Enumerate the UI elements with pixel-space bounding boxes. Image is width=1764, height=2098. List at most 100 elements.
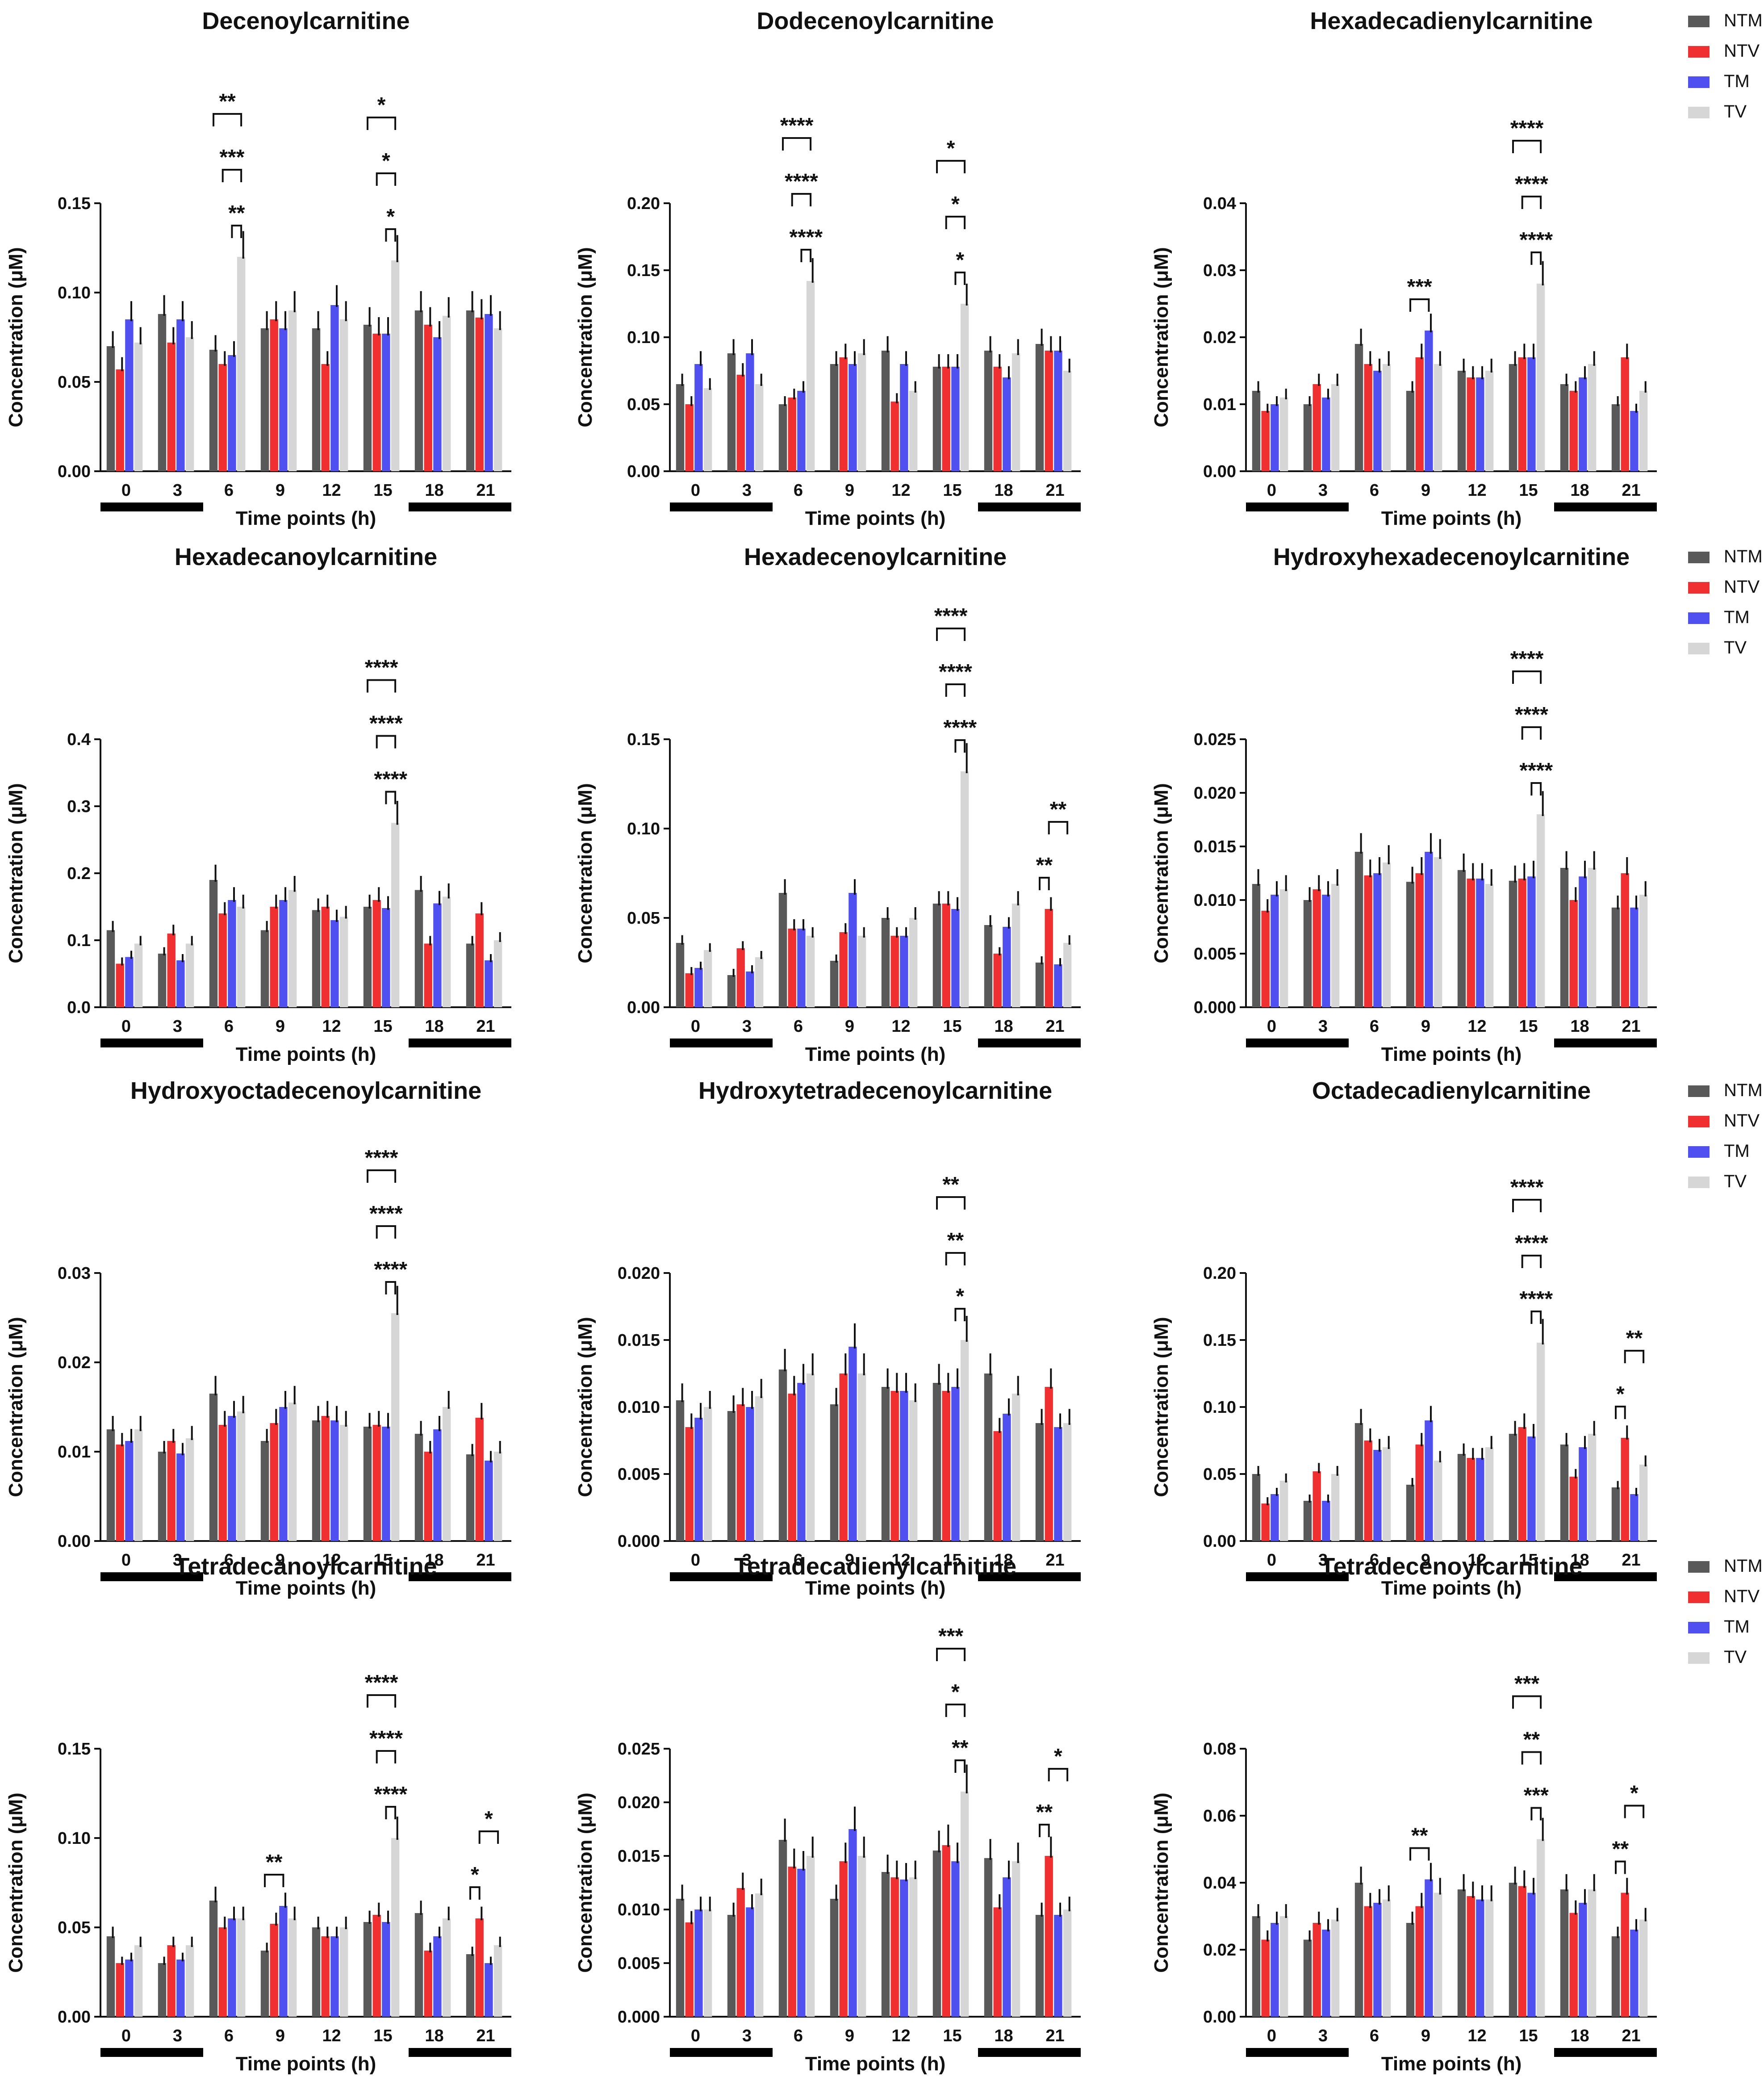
bar-TM-9	[279, 328, 288, 471]
significance-label: ****	[1515, 172, 1548, 196]
significance-bracket	[1039, 877, 1050, 890]
y-tick-label: 0.005	[618, 1954, 660, 1973]
y-tick-label: 0.00	[1203, 1532, 1236, 1551]
bar-TV-9	[1434, 364, 1442, 471]
bar-TM-15	[951, 909, 960, 1007]
bar-TM-21	[1630, 907, 1639, 1007]
legend-swatch-NTM	[1688, 16, 1710, 27]
bar-NTV-21	[1621, 873, 1629, 1007]
x-tick-label: 15	[373, 481, 392, 500]
bar-NTM-9	[830, 1404, 839, 1541]
bar-NTM-15	[1509, 880, 1517, 1007]
bar-NTM-0	[676, 943, 685, 1007]
chart-panel-6: Hydroxyhexadecenoylcarnitine 0.000 0.005 0.…	[1150, 544, 1763, 1065]
significance-label: ***	[1407, 275, 1432, 299]
dark-phase-bar	[978, 1572, 1081, 1581]
chart-title: Octadecadienylcarnitine	[1312, 1077, 1591, 1104]
bar-TM-3	[746, 353, 754, 471]
bar-TM-15	[1527, 1893, 1536, 2017]
bar-TV-3	[185, 1945, 194, 2017]
bar-NTV-9	[1415, 1445, 1424, 1541]
significance-label: ****	[780, 114, 814, 138]
significance-bracket	[1512, 1199, 1542, 1212]
significance-label: ****	[785, 170, 818, 193]
chart-panel-8: Hydroxytetradecenoylcarnitine 0.000 0.005 0…	[574, 1077, 1081, 1599]
dark-phase-bar	[1246, 2048, 1349, 2057]
y-tick-label: 0.20	[627, 194, 660, 213]
bar-NTV-9	[1415, 873, 1424, 1007]
y-tick-label: 0.000	[618, 1532, 660, 1551]
bar-TM-21	[485, 1963, 493, 2017]
bar-NTV-6	[218, 364, 227, 471]
bar-TM-21	[485, 960, 493, 1007]
bar-TM-21	[485, 1461, 493, 1541]
significance-bracket	[1521, 1255, 1542, 1268]
dark-phase-bar	[100, 503, 203, 511]
bar-NTM-21	[1611, 1487, 1620, 1541]
bar-NTM-6	[209, 350, 218, 471]
significance-label: *	[956, 1285, 964, 1308]
bar-TM-0	[694, 1910, 703, 2017]
significance-label: ****	[374, 1258, 407, 1281]
bar-TV-18	[1588, 1434, 1597, 1541]
dark-phase-bar	[409, 1572, 511, 1581]
legend-label-NTV: NTV	[1724, 1111, 1760, 1131]
bar-TV-9	[1434, 1893, 1442, 2017]
significance-label: **	[947, 1229, 964, 1252]
significance-bracket	[478, 1830, 499, 1844]
x-tick-label: 18	[425, 481, 443, 500]
bar-TM-9	[849, 1347, 857, 1541]
y-tick-label: 0.02	[58, 1353, 91, 1372]
dark-phase-bar	[1246, 503, 1349, 511]
bar-TV-9	[857, 353, 866, 471]
x-tick-label: 15	[943, 1551, 961, 1570]
significance-label: ****	[1510, 647, 1544, 671]
y-axis-label: Concentration (μM)	[1150, 1317, 1172, 1497]
bar-NTV-21	[1621, 1438, 1629, 1541]
bar-NTV-0	[685, 1427, 694, 1541]
bar-TV-9	[1434, 1461, 1442, 1541]
bar-TM-3	[746, 1407, 754, 1541]
significance-label: ****	[374, 1783, 407, 1806]
dark-phase-bar	[1246, 1572, 1349, 1581]
bar-TV-18	[1588, 364, 1597, 471]
legend-swatch-NTM	[1688, 552, 1710, 563]
bar-TM-21	[1054, 964, 1062, 1007]
bar-TV-0	[703, 1910, 712, 2017]
bar-NTM-6	[778, 404, 787, 471]
bar-TM-0	[694, 364, 703, 471]
bar-TV-0	[1279, 398, 1288, 471]
significance-label: ****	[365, 656, 398, 680]
y-tick-label: 0.01	[58, 1443, 91, 1461]
x-tick-label: 3	[173, 1551, 182, 1570]
bar-NTV-0	[685, 973, 694, 1007]
bar-NTV-0	[116, 963, 124, 1007]
x-tick-label: 3	[173, 481, 182, 500]
bar-NTM-0	[106, 930, 115, 1007]
x-tick-label: 18	[425, 2027, 443, 2045]
bar-NTV-21	[1045, 1856, 1053, 2017]
bar-NTM-3	[158, 314, 167, 471]
bar-NTV-0	[685, 404, 694, 471]
bar-NTM-18	[414, 1913, 423, 2017]
x-tick-label: 21	[1045, 1017, 1064, 1036]
bar-NTM-18	[1560, 1445, 1569, 1541]
bar-NTM-3	[727, 1915, 736, 2017]
bar-TV-21	[1639, 1919, 1648, 2017]
bar-NTM-9	[1406, 1923, 1415, 2017]
x-tick-label: 12	[891, 1017, 910, 1036]
bar-TM-6	[1373, 1903, 1382, 2017]
legend-swatch-NTM	[1688, 1085, 1710, 1097]
bar-NTV-15	[942, 904, 950, 1007]
bar-TM-18	[433, 337, 442, 471]
bar-NTM-12	[312, 328, 321, 471]
x-tick-label: 15	[1519, 1551, 1538, 1570]
chart-panel-7: Hydroxyoctadecenoylcarnitine 0.00 0.01 0.02…	[5, 1077, 511, 1599]
bar-TM-0	[1271, 1494, 1279, 1541]
significance-label: *	[377, 93, 386, 117]
chart-title: Hydroxyhexadecenoylcarnitine	[1273, 544, 1630, 570]
y-tick-label: 0.10	[1203, 1398, 1236, 1417]
bar-TM-15	[951, 367, 960, 471]
legend-swatch-NTV	[1688, 46, 1710, 58]
